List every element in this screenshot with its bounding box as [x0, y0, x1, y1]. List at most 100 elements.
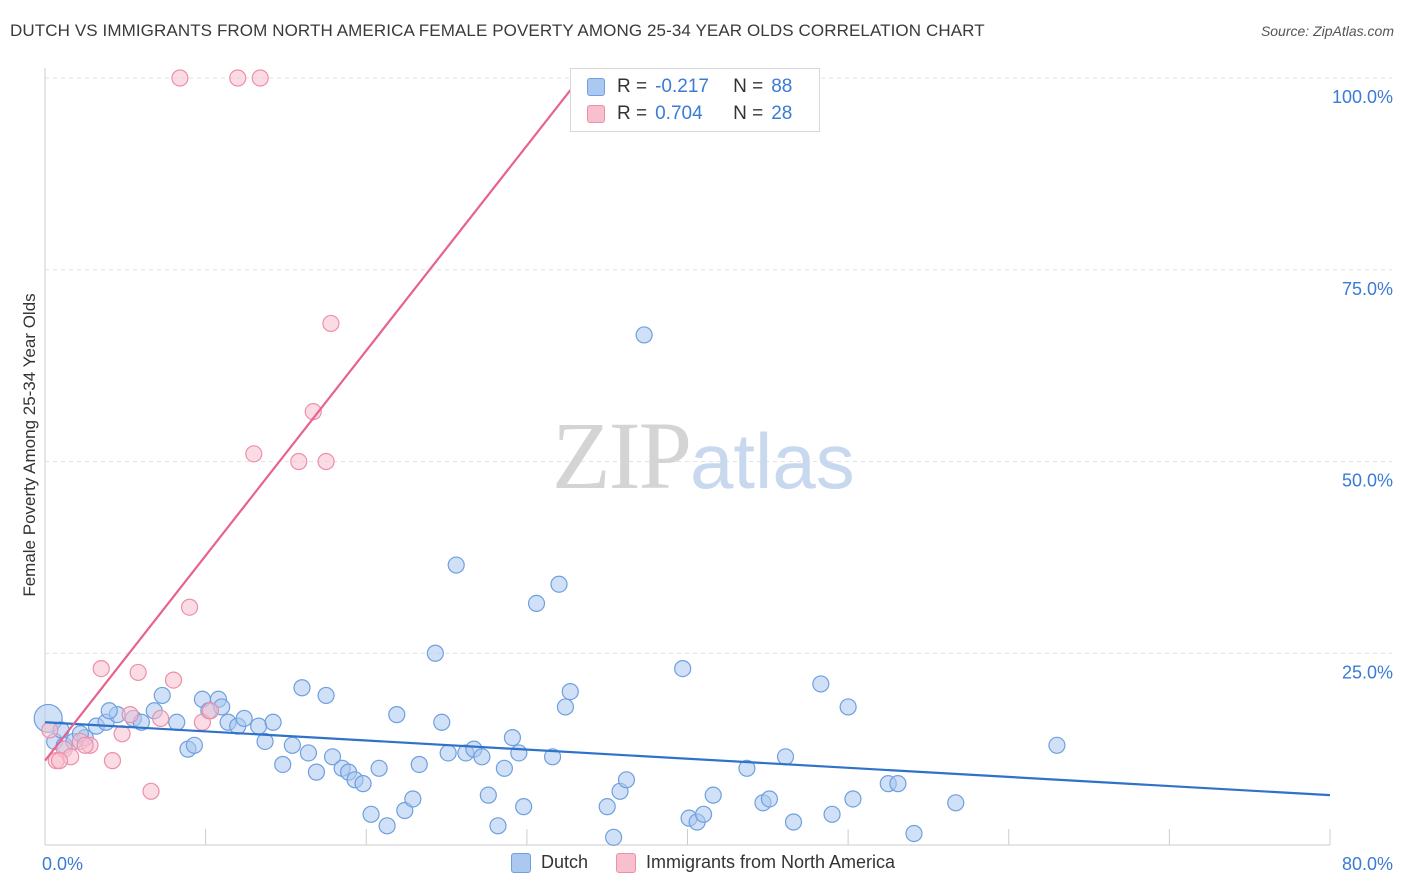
tick-labels: 25.0% 50.0% 75.0% 100.0% 0.0% 80.0%: [42, 87, 1393, 874]
watermark-atlas: atlas: [690, 417, 855, 505]
dutch-point: [550, 575, 568, 593]
immigrant-point: [129, 663, 147, 682]
dutch-point: [250, 717, 268, 735]
immigrant-points: [41, 69, 727, 800]
immigrant-point: [142, 782, 160, 800]
dutch-point: [515, 798, 533, 816]
dutch-point: [823, 805, 841, 823]
dutch-point: [100, 702, 118, 720]
immigrant-point: [164, 671, 183, 689]
legend-imm-n-value: 28: [771, 103, 793, 124]
dutch-trend-line: [44, 721, 1331, 797]
dutch-point: [839, 698, 857, 716]
dutch-point: [264, 713, 282, 731]
immigrants-swatch: [587, 105, 605, 123]
dutch-point: [362, 805, 380, 823]
dutch-point: [447, 556, 465, 574]
dutch-point: [674, 659, 692, 678]
dutch-point: [527, 594, 546, 612]
watermark-zip: ZIP: [552, 402, 692, 509]
dutch-point: [510, 744, 528, 762]
dutch-point: [274, 755, 292, 774]
legend-imm-r-value: 0.704: [655, 103, 703, 124]
dutch-point: [433, 713, 451, 731]
dutch-point: [905, 824, 923, 843]
legend-dutch-n-value: 88: [771, 76, 793, 97]
y-tick-label: 100.0%: [1332, 87, 1393, 107]
dutch-legend-swatch: [510, 852, 531, 873]
y-tick-label: 25.0%: [1342, 662, 1393, 682]
dutch-point: [168, 713, 186, 731]
dutch-point: [426, 644, 444, 662]
immigrant-point: [201, 702, 220, 720]
immigrant-point: [180, 598, 199, 616]
dutch-point: [388, 706, 406, 724]
immigrants-legend-swatch: [615, 852, 636, 873]
y-axis-label: Female Poverty Among 25-34 Year Olds: [20, 275, 40, 615]
immigrant-point: [103, 752, 122, 770]
immigrant-point: [76, 736, 94, 754]
dutch-point: [617, 771, 636, 789]
dutch-point: [543, 748, 562, 766]
y-axis-label-text: Female Poverty Among 25-34 Year Olds: [20, 293, 39, 597]
x-tick-label: 80.0%: [1342, 854, 1393, 874]
source-label: Source: ZipAtlas.com: [1260, 23, 1394, 39]
dutch-point: [153, 686, 171, 705]
legend-item-dutch[interactable]: Dutch: [510, 852, 588, 873]
immigrant-point: [229, 69, 247, 87]
series-legend: Dutch Immigrants from North America: [0, 852, 1406, 873]
dutch-point: [489, 817, 507, 835]
dutch-point: [404, 790, 422, 808]
immigrant-point: [121, 706, 139, 724]
dutch-point: [317, 686, 335, 705]
dutch-point: [776, 748, 795, 766]
dutch-point: [598, 798, 616, 816]
immigrant-point: [317, 452, 335, 471]
dutch-point: [760, 790, 779, 808]
immigrant-point: [245, 445, 263, 463]
immigrant-point: [251, 69, 269, 87]
dutch-point: [185, 736, 203, 754]
dutch-point: [307, 763, 326, 781]
dutch-point: [473, 748, 491, 766]
dutch-point: [704, 786, 722, 804]
immigrant-point: [50, 752, 69, 770]
dutch-point: [556, 698, 575, 716]
dutch-point: [283, 736, 301, 754]
dutch-point: [354, 775, 372, 793]
dutch-point: [605, 828, 623, 846]
dutch-point: [410, 755, 428, 774]
legend-label-immigrants: Immigrants from North America: [645, 852, 896, 872]
dutch-point: [561, 682, 579, 701]
dutch-point: [889, 775, 907, 793]
dutch-point: [784, 813, 803, 831]
dutch-point: [439, 744, 457, 762]
dutch-point: [235, 709, 253, 728]
legend-dutch-r-value: -0.217: [655, 76, 709, 97]
dutch-points: [33, 326, 1066, 846]
immigrant-trend-line: [44, 77, 581, 762]
immigrant-point: [41, 721, 59, 739]
chart-title: DUTCH VS IMMIGRANTS FROM NORTH AMERICA F…: [10, 21, 985, 40]
dutch-point: [947, 794, 965, 812]
legend-dutch-n-label: N =: [733, 76, 764, 97]
dutch-point: [635, 326, 653, 344]
legend-dutch-r-label: R =: [617, 76, 648, 97]
y-tick-label: 75.0%: [1342, 279, 1393, 299]
dutch-point: [495, 759, 513, 777]
trend-lines: [44, 77, 1331, 797]
legend-row-immigrants: R = 0.704 N = 28: [587, 102, 792, 126]
dutch-swatch: [587, 78, 605, 96]
legend-item-immigrants[interactable]: Immigrants from North America: [615, 852, 896, 873]
immigrant-point: [152, 709, 170, 728]
dutch-point: [293, 679, 311, 697]
legend-label-dutch: Dutch: [540, 852, 588, 872]
legend-imm-n-label: N =: [733, 103, 764, 124]
gridlines: [45, 77, 1392, 654]
dutch-point: [812, 675, 830, 693]
watermark: ZIPatlas: [552, 400, 855, 511]
correlation-legend: R = -0.217 N = 88 R = 0.704 N = 28: [570, 68, 820, 132]
dutch-point: [479, 786, 497, 804]
x-tick-label: 0.0%: [42, 854, 83, 874]
dutch-point: [694, 805, 713, 823]
